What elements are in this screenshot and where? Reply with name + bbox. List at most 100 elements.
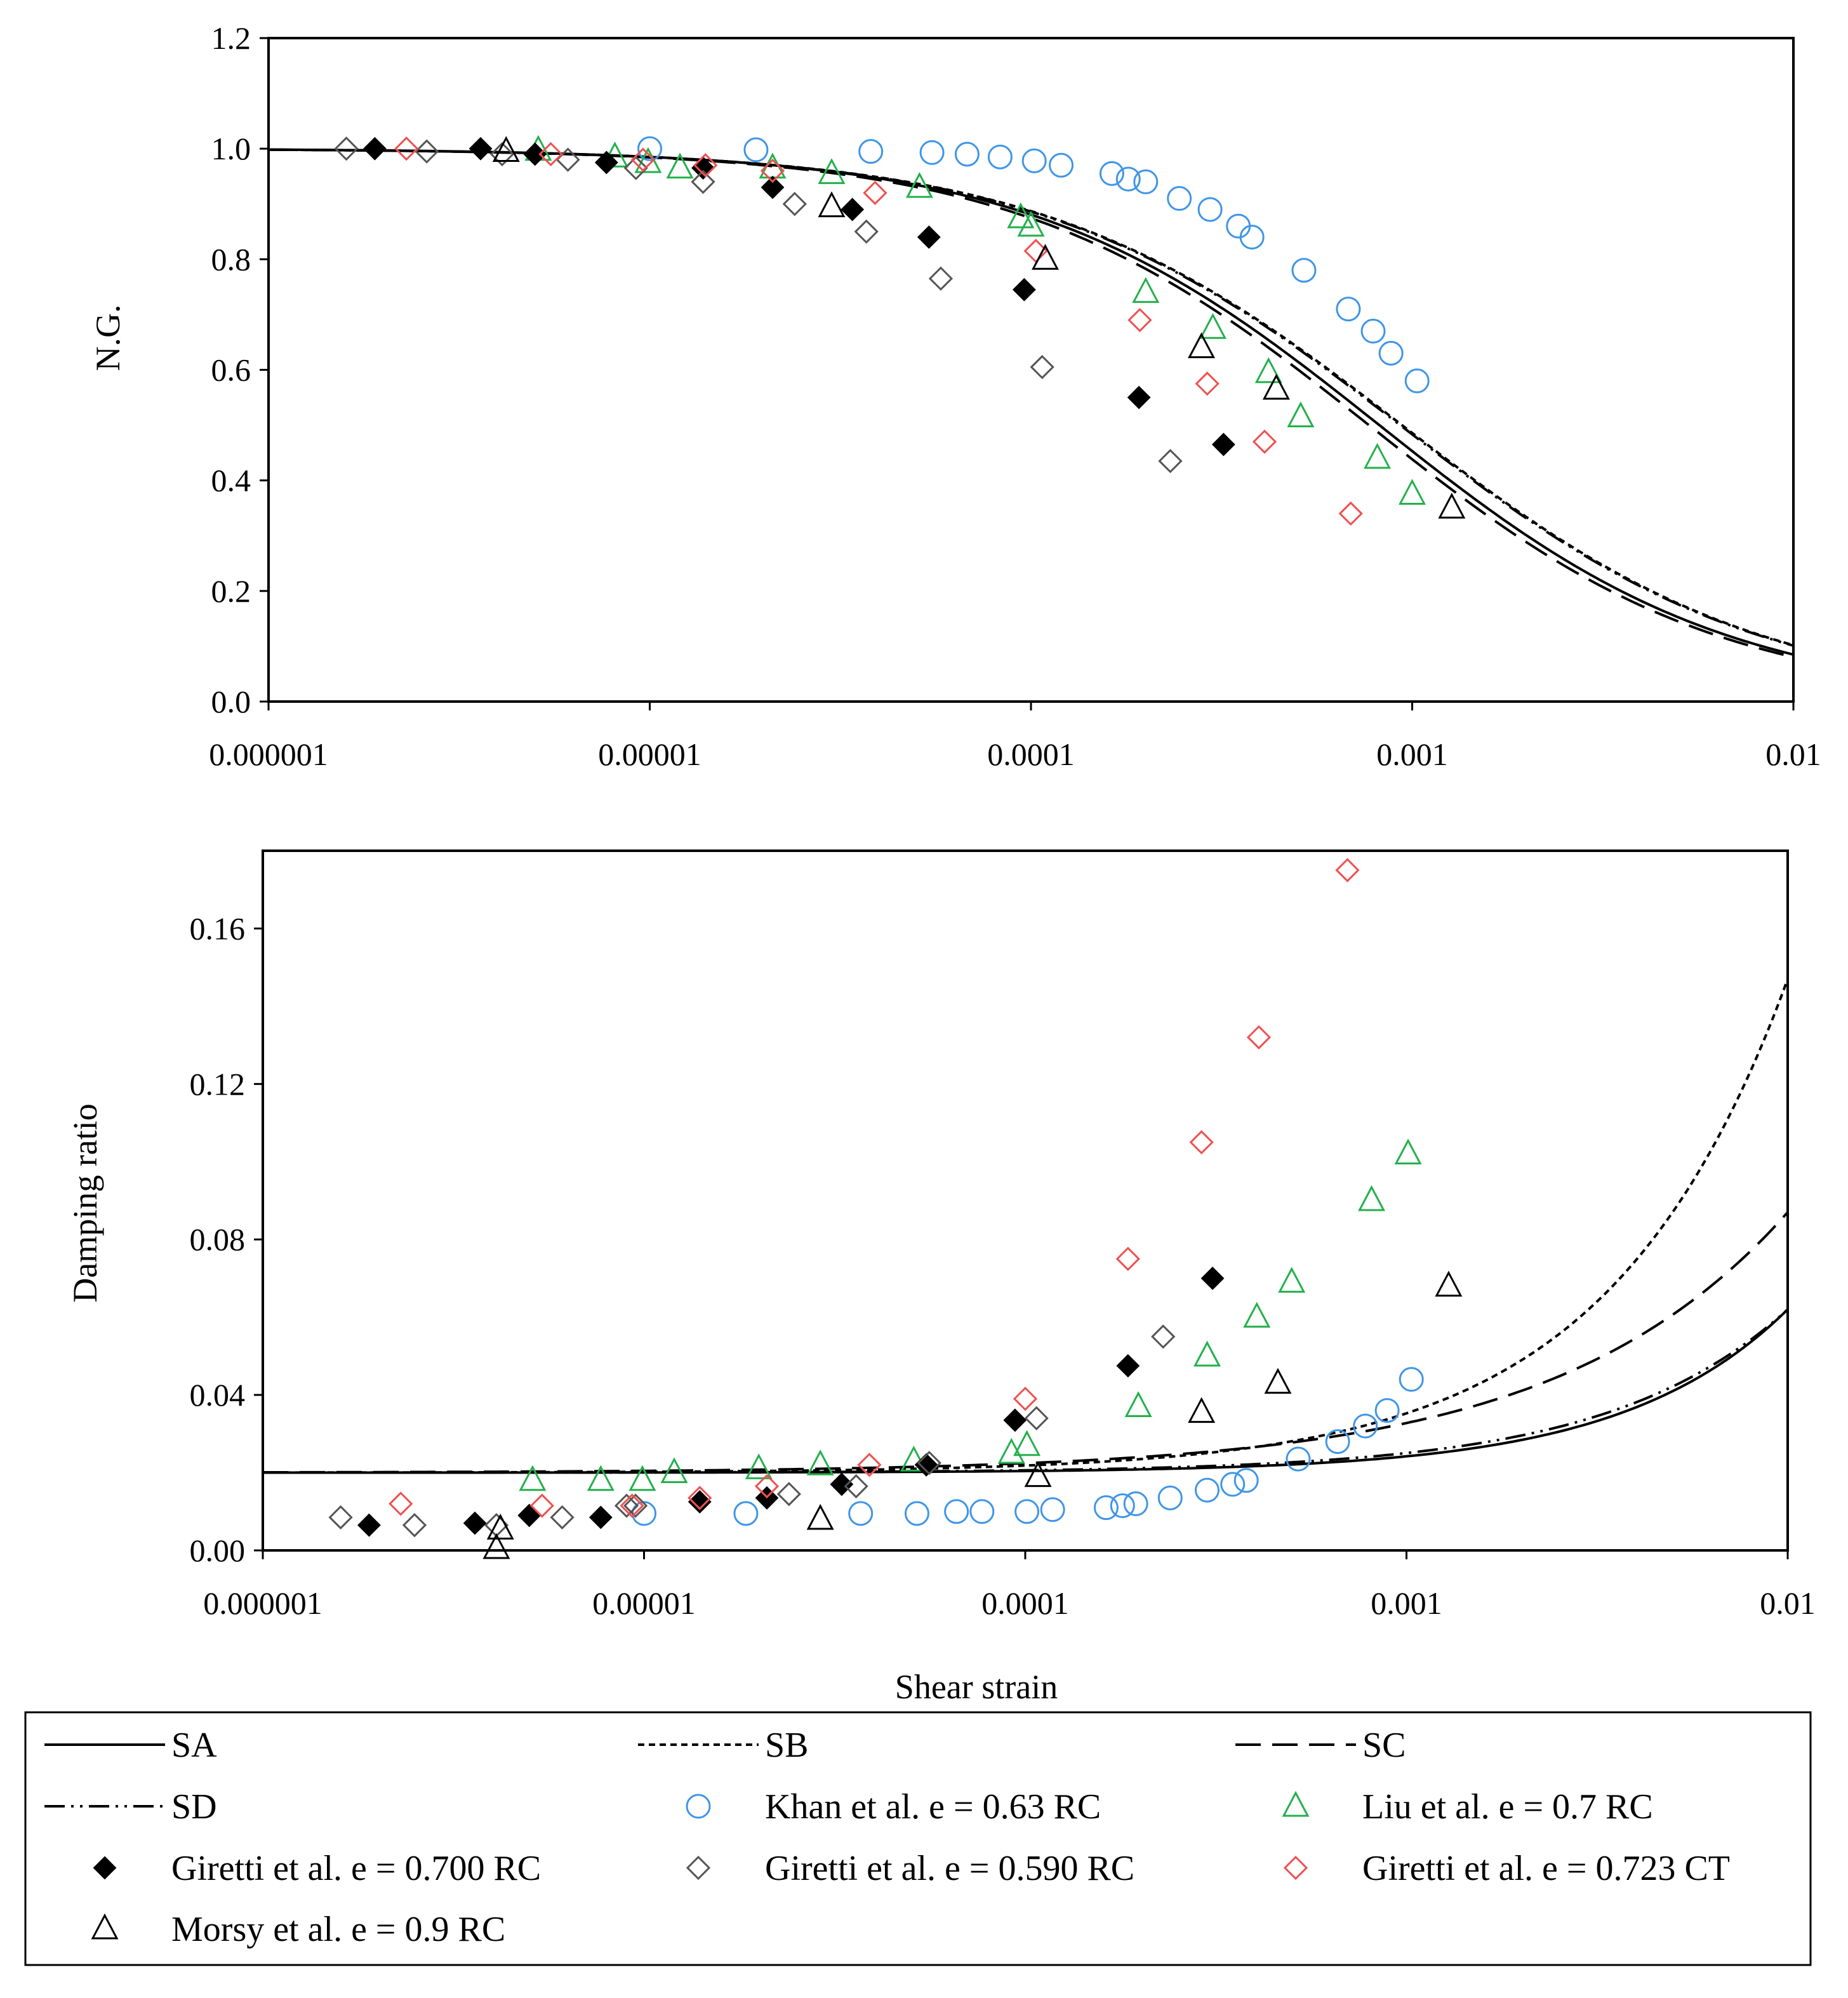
- modulus-x-tick-label: 0.000001: [209, 736, 328, 772]
- legend-label: Giretti et al. e = 0.723 CT: [1362, 1849, 1730, 1888]
- damping-point-khan: [969, 1499, 995, 1524]
- modulus-point-g700: [469, 137, 493, 161]
- damping-point-g590: [402, 1513, 427, 1538]
- damping-point-khan: [944, 1499, 969, 1524]
- modulus-point-g700: [1211, 432, 1235, 456]
- modulus-y-label: N.G.: [89, 305, 127, 371]
- modulus-y-ticks: 0.0 0.2 0.4 0.6 0.8 1.0 1.2: [211, 20, 269, 719]
- legend-entry-g723: Giretti et al. e = 0.723 CT: [1283, 1849, 1730, 1888]
- modulus-y-tick-label: 0.0: [211, 684, 251, 719]
- damping-point-liu: [587, 1465, 615, 1491]
- damping-point-g590: [1151, 1324, 1176, 1349]
- modulus-point-g700: [523, 142, 547, 166]
- damping-point-g590: [917, 1451, 941, 1475]
- modulus-point-g723: [1195, 371, 1220, 396]
- legend-label: SA: [171, 1726, 217, 1765]
- damping-point-g590: [1024, 1406, 1049, 1430]
- damping-point-g723: [1246, 1025, 1272, 1049]
- modulus-point-khan: [1099, 161, 1124, 186]
- legend-marker-g590: [686, 1855, 711, 1881]
- modulus-point-liu: [1132, 277, 1160, 303]
- legend-entry-g700: Giretti et al. e = 0.700 RC: [93, 1849, 541, 1888]
- damping-point-khan: [1040, 1497, 1065, 1522]
- damping-point-liu: [1013, 1430, 1041, 1456]
- damping-point-g700: [830, 1472, 854, 1496]
- modulus-point-morsy: [492, 136, 520, 163]
- damping-point-g723: [1115, 1246, 1140, 1271]
- modulus-y-tick-label: 0.2: [211, 573, 251, 609]
- damping-point-khan: [1399, 1367, 1424, 1392]
- damping-point-liu: [1124, 1391, 1152, 1417]
- modulus-point-khan: [1115, 166, 1141, 192]
- modulus-point-liu: [1287, 401, 1315, 428]
- legend-label: SD: [171, 1787, 217, 1827]
- legend-entry-khan: Khan et al. e = 0.63 RC: [686, 1787, 1101, 1827]
- modulus-point-g590: [623, 156, 648, 180]
- legend-label: Giretti et al. e = 0.700 RC: [171, 1849, 541, 1888]
- modulus-point-liu: [818, 158, 846, 184]
- modulus-point-g590: [489, 142, 515, 166]
- damping-point-morsy: [1435, 1270, 1463, 1297]
- damping-x-tick-label: 0.00001: [592, 1585, 696, 1621]
- modulus-point-g723: [863, 180, 887, 205]
- legend-entries: SA SB SC SD Khan et al. e = 0.63 RC Liu et al…: [44, 1726, 1730, 1949]
- damping-point-liu: [1358, 1185, 1386, 1211]
- modulus-point-morsy: [1438, 492, 1466, 519]
- modulus-point-g723: [1127, 308, 1152, 333]
- modulus-point-g723: [1338, 501, 1363, 526]
- damping-point-khan: [1093, 1495, 1119, 1521]
- damping-point-khan: [1353, 1413, 1378, 1439]
- modulus-point-g723: [394, 137, 419, 161]
- modulus-point-g590: [415, 139, 439, 164]
- modulus-point-liu: [1254, 357, 1282, 383]
- damping-point-khan: [1123, 1491, 1148, 1517]
- modulus-y-tick-label: 0.4: [211, 463, 251, 498]
- damping-point-g590: [614, 1493, 639, 1518]
- modulus-point-liu: [1364, 443, 1392, 469]
- modulus-point-khan: [987, 144, 1013, 170]
- modulus-point-khan: [1239, 225, 1265, 250]
- modulus-x-tick-label: 0.00001: [598, 736, 701, 772]
- damping-point-g700: [688, 1490, 712, 1514]
- damping-point-liu: [1193, 1340, 1221, 1367]
- damping-point-khan: [1157, 1485, 1183, 1510]
- modulus-point-g723: [538, 142, 563, 166]
- damping-y-tick-label: 0.00: [190, 1533, 246, 1568]
- damping-point-g723: [1013, 1387, 1038, 1411]
- modulus-point-g723: [630, 147, 655, 172]
- damping-curve-sb: [263, 978, 1789, 1474]
- modulus-point-liu: [1007, 202, 1035, 229]
- modulus-point-g700: [594, 150, 618, 175]
- damping-point-g590: [550, 1505, 575, 1530]
- modulus-point-morsy: [1262, 373, 1290, 400]
- damping-point-g723: [1335, 858, 1360, 882]
- damping-point-g700: [357, 1513, 381, 1537]
- modulus-point-khan: [1226, 213, 1251, 239]
- damping-point-khan: [904, 1501, 929, 1526]
- modulus-point-khan: [1049, 152, 1074, 178]
- damping-chart: 0.000.040.080.120.16 0.000001 0.00001 0.00…: [66, 849, 1816, 1706]
- damping-y-tick-label: 0.16: [190, 910, 246, 946]
- damping-point-khan: [1195, 1477, 1220, 1503]
- damping-point-liu: [806, 1449, 834, 1475]
- modulus-point-khan: [1021, 148, 1047, 173]
- damping-x-tick-label: 0.001: [1371, 1585, 1442, 1621]
- damping-point-liu: [900, 1445, 927, 1472]
- modulus-chart: 0.00.20.40.60.81.01.2 0.000001 0.00001 0.0…: [89, 20, 1821, 772]
- damping-point-morsy: [1264, 1368, 1292, 1394]
- modulus-point-g700: [1012, 277, 1036, 302]
- modulus-y-tick-label: 1.0: [211, 131, 251, 166]
- modulus-point-g590: [1158, 449, 1183, 474]
- modulus-point-g700: [917, 225, 941, 249]
- damping-point-liu: [997, 1437, 1025, 1464]
- modulus-point-khan: [919, 140, 945, 165]
- damping-point-g700: [1200, 1267, 1225, 1290]
- damping-point-liu: [745, 1453, 773, 1479]
- damping-point-g700: [1003, 1408, 1027, 1432]
- modulus-point-khan: [1404, 368, 1430, 394]
- x-axis-label: Shear strain: [895, 1668, 1058, 1706]
- legend-entry-SD: SD: [44, 1787, 217, 1827]
- modulus-x-tick-label: 0.0001: [987, 736, 1075, 772]
- damping-point-g723: [857, 1453, 882, 1477]
